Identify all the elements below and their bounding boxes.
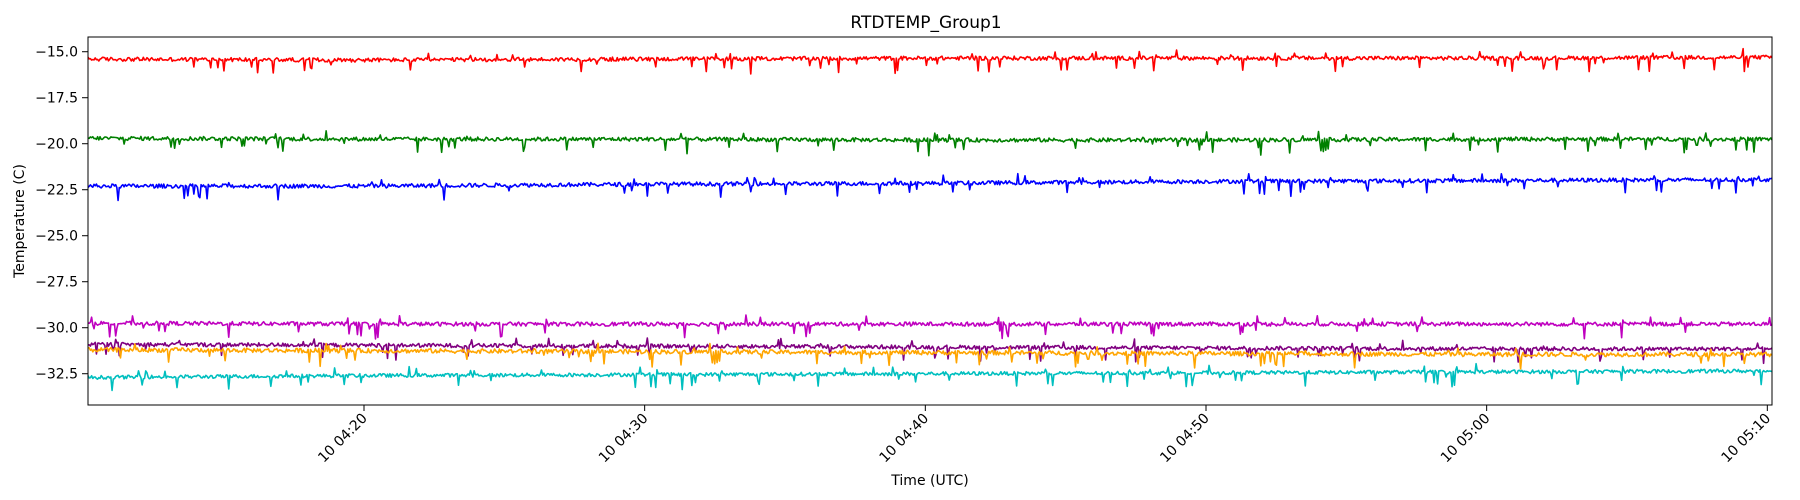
y-tick-label: −27.5: [35, 275, 78, 291]
x-tick-label: 10 04:20: [315, 411, 371, 467]
y-tick-label: −25.0: [35, 229, 78, 245]
y-tick-label: −22.5: [35, 183, 78, 199]
x-tick-label: 10 04:40: [877, 411, 933, 467]
x-tick-label: 10 04:30: [596, 411, 652, 467]
x-tick-label: 10 05:10: [1719, 411, 1775, 467]
y-tick-label: −32.5: [35, 367, 78, 383]
series-line-5: [87, 337, 1773, 365]
plot-series: [87, 47, 1773, 392]
series-line-2: [87, 130, 1773, 157]
series-line-4: [87, 314, 1773, 340]
y-tick-label: −15.0: [35, 45, 78, 61]
y-axis-label: Temperature (C): [12, 164, 28, 279]
x-tick-label: 10 04:50: [1157, 411, 1213, 467]
series-line-3: [87, 172, 1773, 202]
x-axis: 10 04:20 10 04:30 10 04:40 10 04:50 10 05:00…: [315, 405, 1774, 466]
y-axis: −15.0 −17.5 −20.0 −22.5 −25.0 −27.5 −30.0 −32.5: [35, 45, 88, 383]
x-tick-label: 10 05:00: [1438, 411, 1494, 467]
chart-title: RTDTEMP_Group1: [850, 13, 1001, 33]
series-line-7: [87, 362, 1773, 392]
plot-frame: [87, 36, 1773, 406]
series-line-6: [87, 342, 1773, 370]
y-tick-label: −17.5: [35, 91, 78, 107]
y-tick-label: −20.0: [35, 137, 78, 153]
y-tick-label: −30.0: [35, 321, 78, 337]
x-axis-label: Time (UTC): [890, 473, 968, 489]
series-line-1: [87, 47, 1773, 75]
